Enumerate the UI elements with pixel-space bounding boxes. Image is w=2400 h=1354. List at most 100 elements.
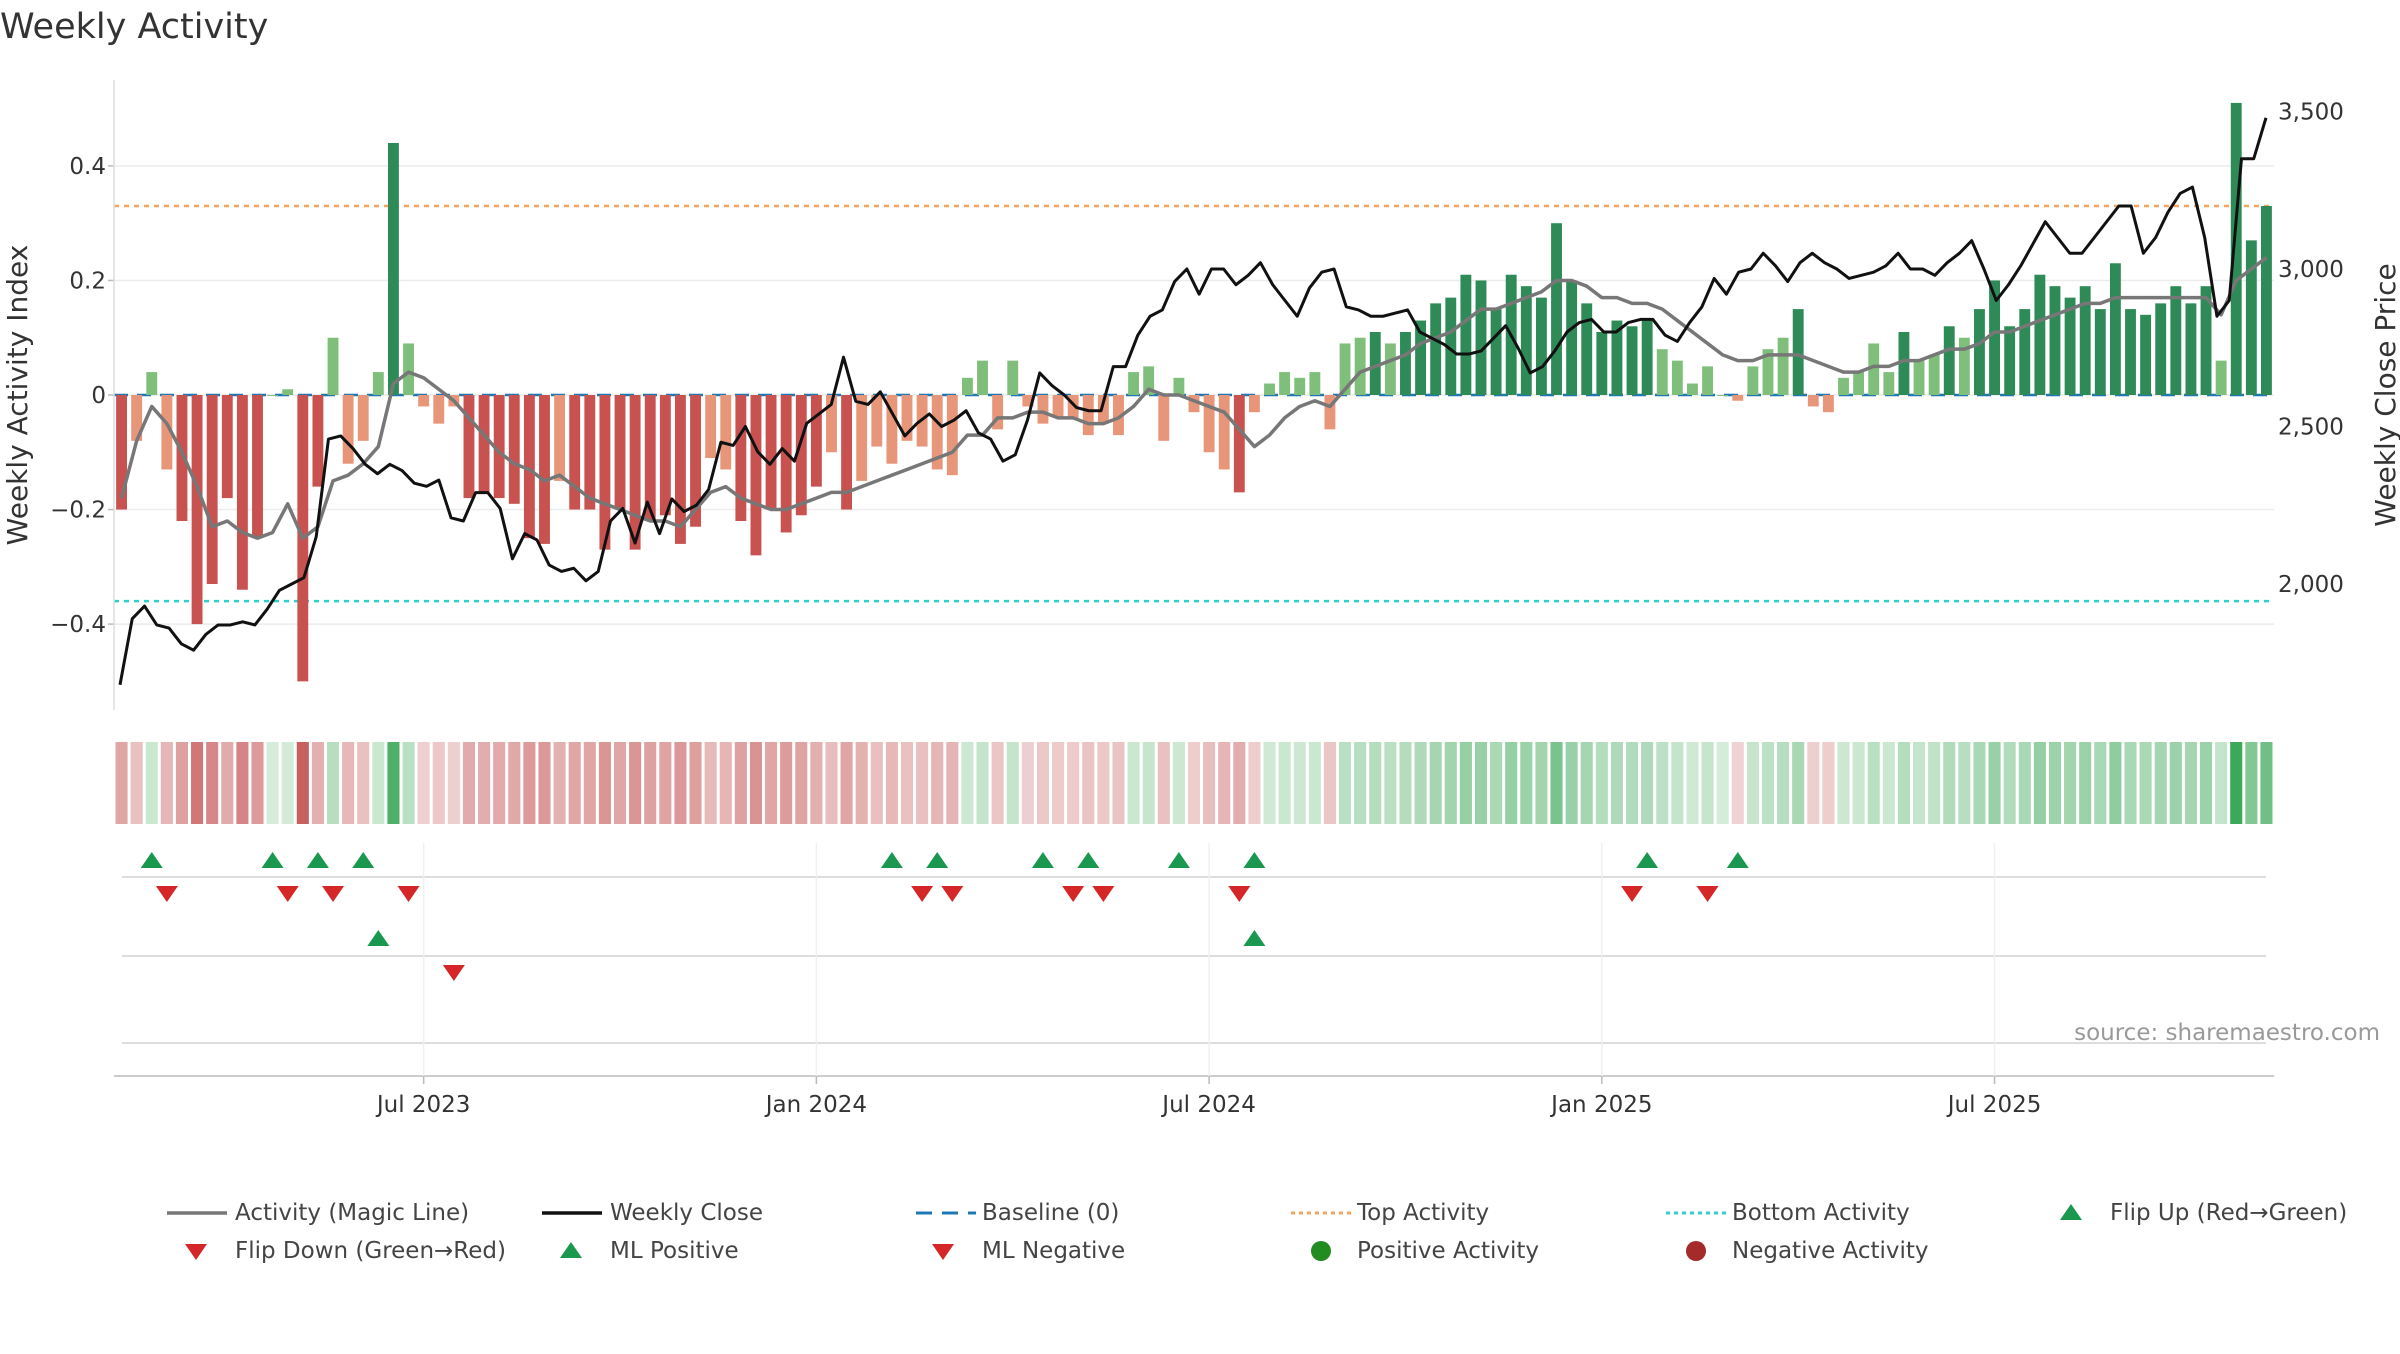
- heat-strip-cell: [2079, 742, 2092, 824]
- activity-bar: [403, 343, 414, 395]
- legend-item-bottom-activity: Bottom Activity: [1662, 1200, 1910, 1226]
- heat-strip-cell: [2094, 742, 2107, 824]
- activity-bar: [539, 395, 550, 544]
- activity-bar: [508, 395, 520, 504]
- activity-bar: [826, 395, 837, 453]
- activity-bar: [1762, 349, 1774, 395]
- activity-bar: [1581, 303, 1593, 395]
- activity-bar: [1143, 366, 1155, 395]
- y-tick-label: 0.4: [69, 154, 106, 180]
- activity-bar: [1626, 326, 1638, 395]
- heat-strip-cell: [629, 742, 642, 824]
- heat-strip-cell: [1021, 742, 1034, 824]
- flip-markers: [122, 852, 2266, 1044]
- activity-bar: [795, 395, 807, 516]
- heat-strip-cell: [1565, 742, 1578, 824]
- heat-strip-cell: [1187, 742, 1201, 824]
- activity-bar: [1943, 326, 1955, 395]
- heat-strip-cell: [2260, 742, 2273, 824]
- activity-bar: [433, 395, 445, 424]
- circle-green-icon: [1311, 1241, 1331, 1261]
- y2-tick-label: 2,500: [2278, 415, 2344, 441]
- activity-bar: [1082, 395, 1094, 436]
- legend-label: Positive Activity: [1357, 1238, 1539, 1264]
- heat-strip-cell: [2124, 742, 2137, 824]
- heat-strip-cell: [1580, 742, 1593, 824]
- heat-strip-cell: [1912, 742, 1926, 824]
- activity-bar: [312, 395, 324, 487]
- activity-bar: [977, 360, 988, 395]
- flip-down-marker: [276, 886, 299, 902]
- activity-bar: [946, 395, 958, 476]
- heat-strip-cell: [1897, 742, 1910, 824]
- heat-strip-cell: [1293, 742, 1306, 824]
- heat-strip: [115, 742, 2273, 824]
- activity-bar: [252, 395, 263, 539]
- activity-bar: [1475, 280, 1487, 395]
- activity-bar: [176, 395, 188, 521]
- heat-strip-cell: [734, 742, 747, 824]
- activity-bar: [961, 377, 973, 395]
- heat-strip-cell: [674, 742, 687, 824]
- axes: 0.4 0.2 0 −0.2 −0.4 3,500 3,000 2,500 2,000: [50, 80, 2344, 710]
- legend: Activity (Magic Line) Weekly Close Basel…: [0, 1200, 2400, 1290]
- activity-bar: [1641, 320, 1653, 395]
- activity-bar: [1339, 343, 1351, 395]
- heat-strip-cell: [2064, 742, 2077, 824]
- heat-strip-cell: [342, 742, 355, 824]
- flip-up-marker: [1077, 852, 1100, 868]
- heat-strip-cell: [2048, 742, 2062, 824]
- heat-strip-cell: [689, 742, 702, 824]
- heat-strip-cell: [1323, 742, 1336, 824]
- activity-bar: [1460, 274, 1472, 395]
- heat-strip-cell: [991, 742, 1004, 824]
- legend-baseline-swatch: [916, 1211, 976, 1215]
- x-tick-label: Jul 2024: [1160, 1092, 1256, 1118]
- heat-strip-cell: [765, 742, 778, 824]
- flip-up-marker: [306, 852, 329, 868]
- heat-strip-cell: [1641, 742, 1654, 824]
- heat-strip-cell: [719, 742, 732, 824]
- heat-strip-cell: [1444, 742, 1457, 824]
- heat-strip-cell: [1474, 742, 1488, 824]
- activity-bar: [1520, 286, 1532, 395]
- heat-strip-cell: [840, 742, 853, 824]
- flip-down-marker: [1062, 886, 1085, 902]
- heat-strip-cell: [1746, 742, 1759, 824]
- heat-strip-cell: [1610, 742, 1623, 824]
- activity-bar: [1430, 303, 1442, 395]
- activity-bar: [1384, 343, 1396, 395]
- activity-bar: [1203, 395, 1215, 453]
- activity-bar: [2185, 303, 2197, 395]
- legend-item-ml-negative: ML Negative: [912, 1238, 1125, 1264]
- flip-up-marker: [1243, 852, 1266, 868]
- activity-bar: [161, 395, 173, 470]
- y-tick-label: −0.2: [50, 498, 106, 524]
- heat-strip-cell: [1036, 742, 1049, 824]
- activity-bar: [282, 389, 294, 395]
- legend-label: Activity (Magic Line): [235, 1200, 470, 1226]
- legend-label: Flip Down (Green→Red): [235, 1238, 506, 1264]
- heat-strip-cell: [1988, 742, 2001, 824]
- activity-bar: [2064, 297, 2076, 395]
- activity-bar: [1792, 309, 1804, 395]
- heat-strip-cell: [1263, 742, 1276, 824]
- heat-strip-cell: [1535, 742, 1548, 824]
- activity-bar: [720, 395, 732, 470]
- y2-tick-label: 3,000: [2278, 257, 2344, 283]
- heat-strip-cell: [1248, 742, 1261, 824]
- legend-label: Flip Up (Red→Green): [2110, 1200, 2348, 1226]
- heat-strip-cell: [1218, 742, 1231, 824]
- heat-strip-cell: [296, 742, 309, 824]
- activity-bar: [1490, 309, 1502, 395]
- activity-bar: [599, 395, 611, 550]
- activity-bar: [992, 395, 1004, 430]
- heat-strip-cell: [1943, 742, 1956, 824]
- activity-bar: [2079, 286, 2091, 395]
- activity-bar: [1415, 320, 1427, 395]
- activity-bar: [2109, 263, 2121, 395]
- activity-bar: [614, 395, 626, 510]
- heat-strip-cell: [1006, 742, 1019, 824]
- activity-bar: [780, 395, 792, 533]
